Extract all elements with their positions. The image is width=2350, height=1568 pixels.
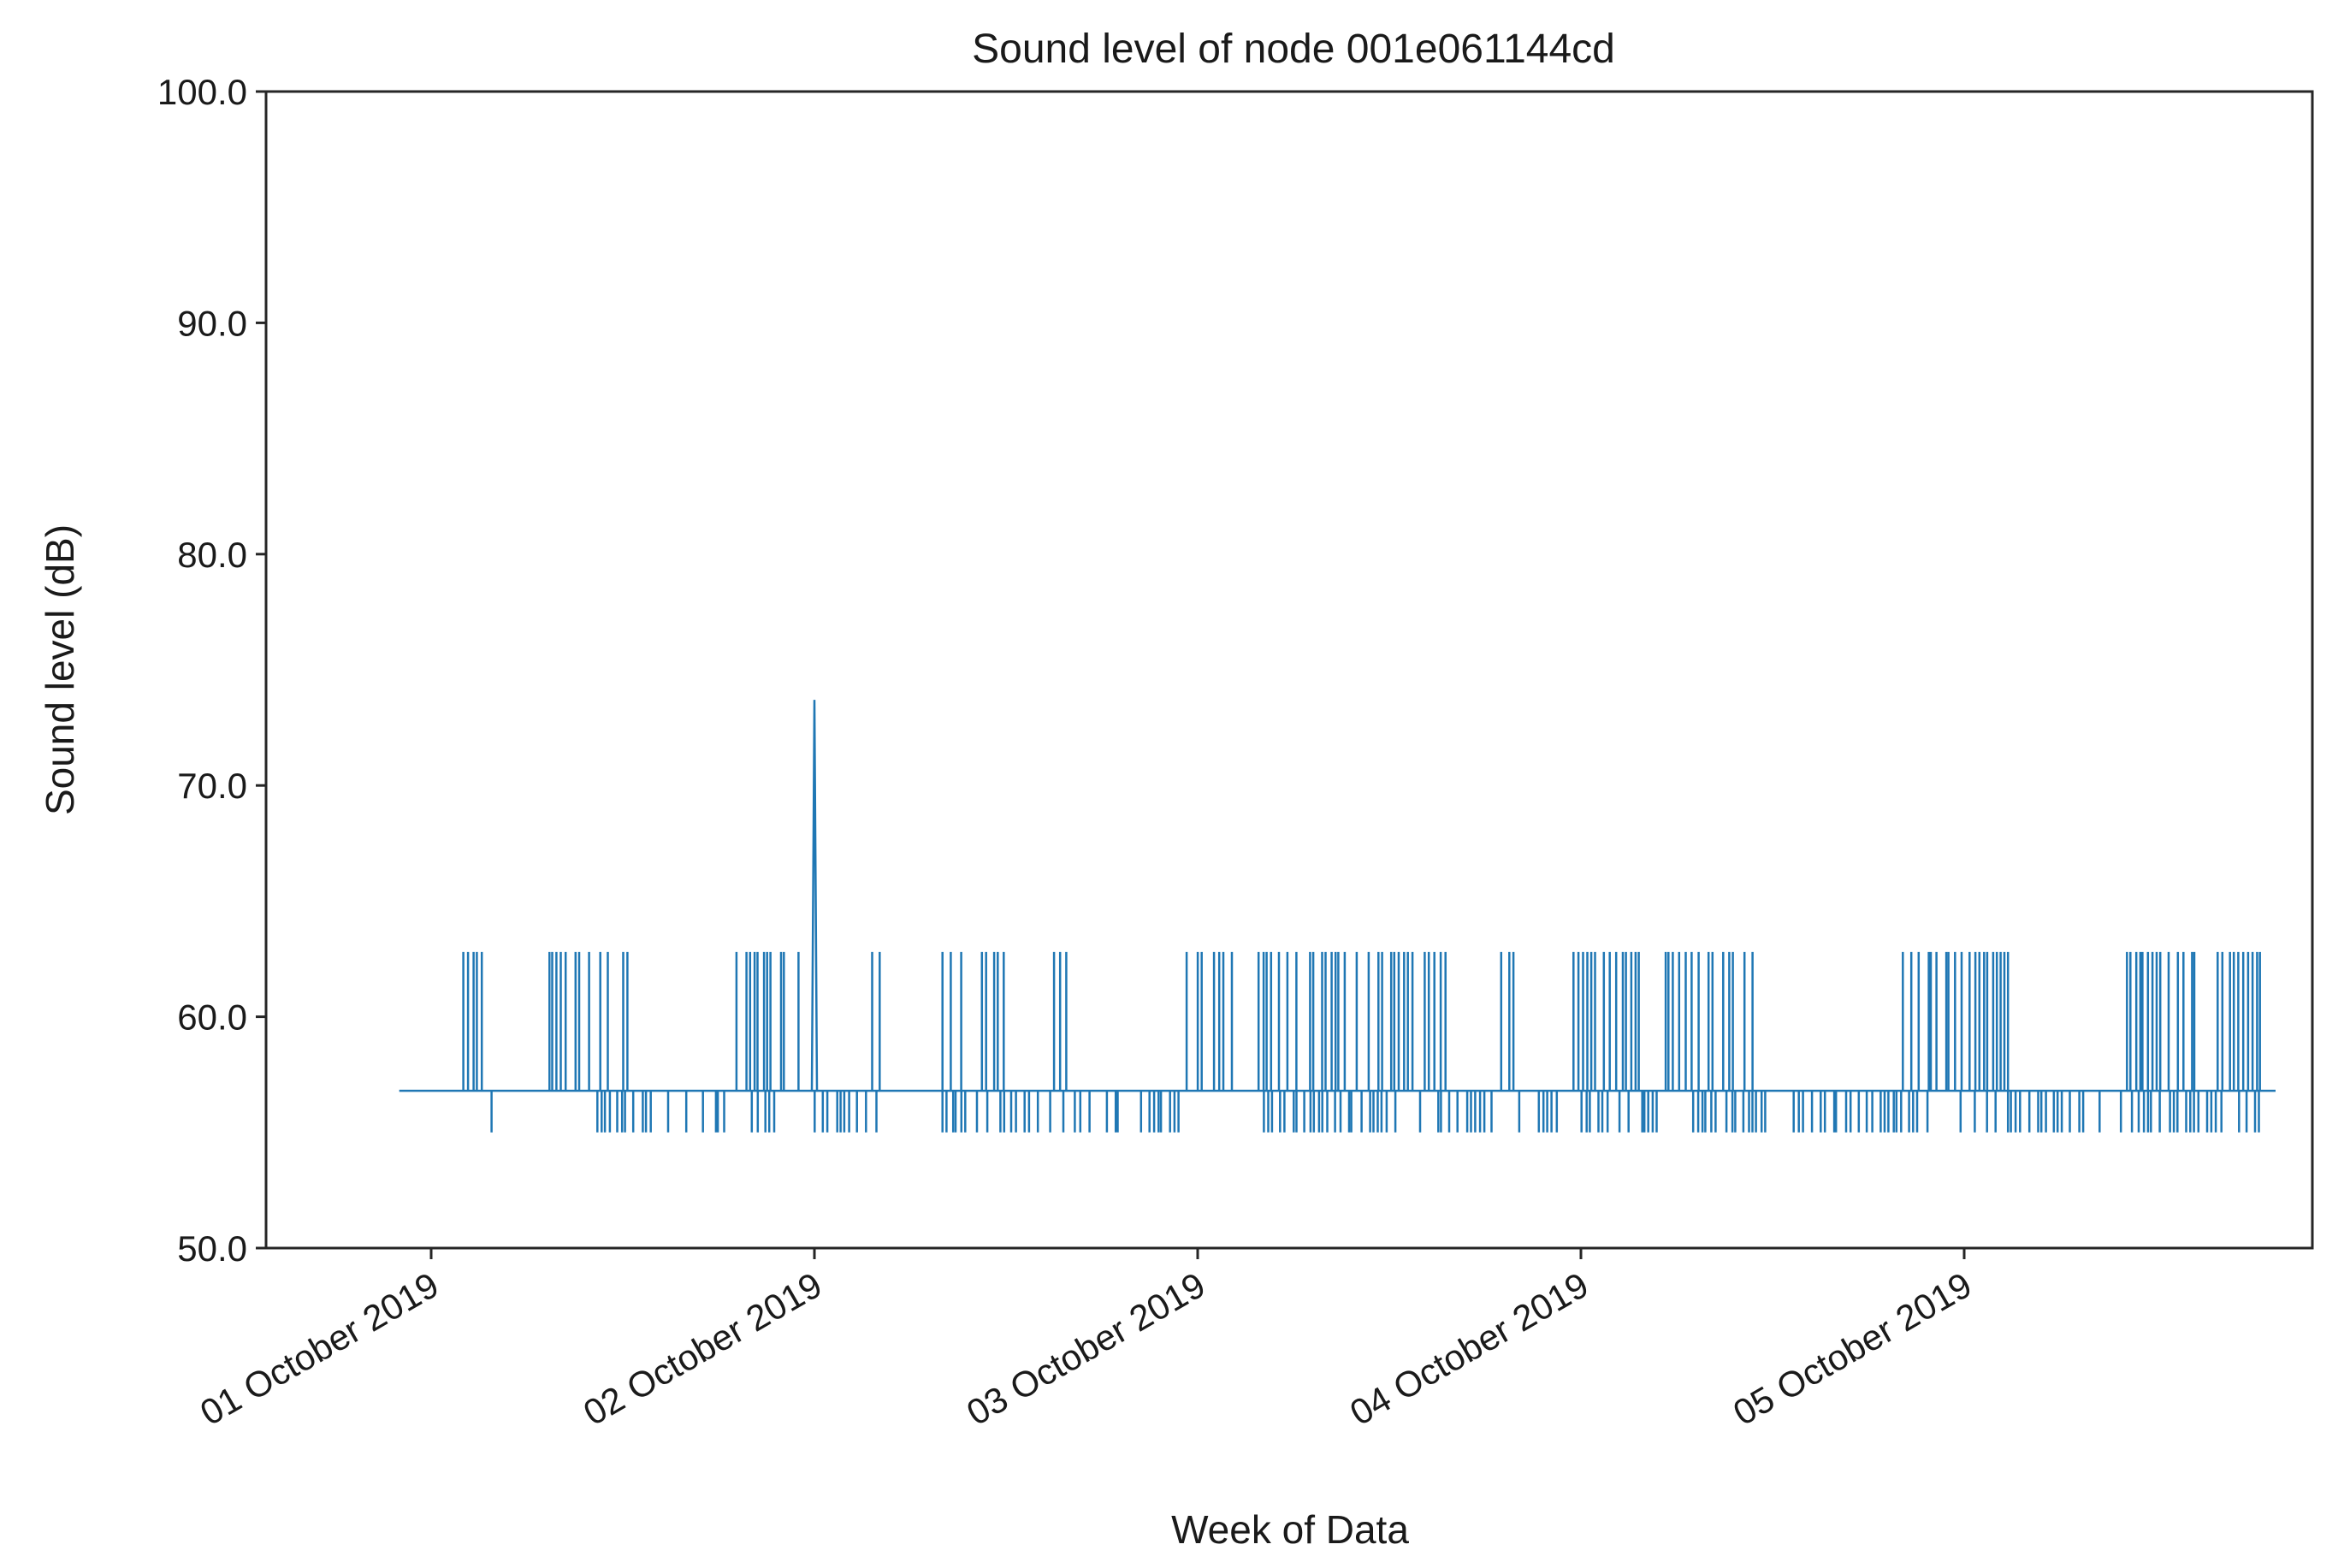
y-axis-label: Sound level (dB) — [38, 524, 82, 815]
y-tick-label: 100.0 — [157, 72, 247, 112]
series-spikes — [1902, 951, 1948, 1092]
series-spikes — [1500, 951, 1515, 1092]
series-segment — [735, 951, 772, 1092]
series-spikes — [871, 951, 881, 1092]
series-segment — [2119, 1091, 2260, 1133]
series-segment — [548, 951, 590, 1092]
series-spikes — [814, 1091, 829, 1133]
x-tick-label: 02 October 2019 — [577, 1264, 828, 1433]
series-spikes — [1947, 951, 2010, 1092]
series-spikes — [462, 951, 483, 1092]
y-tick-label: 80.0 — [177, 535, 247, 575]
series-segment — [1678, 951, 1754, 1092]
plot-frame — [264, 90, 2314, 1250]
x-tick-label: 04 October 2019 — [1343, 1264, 1595, 1433]
series-segment — [1792, 1091, 1962, 1133]
series-line-layer — [399, 700, 2276, 1133]
series-segment — [596, 1091, 725, 1133]
series-segment — [779, 951, 800, 1092]
series-spikes — [1691, 1091, 1767, 1133]
series-segment — [810, 700, 819, 1092]
series-segment — [1691, 1091, 1767, 1133]
y-tick-label: 60.0 — [177, 997, 247, 1038]
series-segment — [1212, 951, 1260, 1092]
series-segment — [1062, 1091, 1180, 1133]
series-spikes — [599, 951, 629, 1092]
series-spikes — [1263, 1091, 1559, 1133]
series-peak — [810, 700, 819, 1092]
series-spikes — [1212, 951, 1260, 1092]
series-spikes — [750, 1091, 776, 1133]
y-tick-label: 70.0 — [177, 766, 247, 806]
series-spikes — [1580, 1091, 1643, 1133]
series-segment — [941, 1091, 1051, 1133]
series-segment — [941, 951, 1005, 1092]
x-tick-label: 05 October 2019 — [1726, 1264, 1978, 1433]
series-spikes — [1262, 951, 1447, 1092]
series-spikes — [548, 951, 590, 1092]
series-segment — [750, 1091, 776, 1133]
series-spikes — [1678, 951, 1754, 1092]
series-segment — [1572, 951, 1674, 1092]
y-tick-label: 90.0 — [177, 303, 247, 343]
series-spikes — [836, 1091, 878, 1133]
series-segment — [2126, 951, 2261, 1092]
chart-title: Sound level of node 001e061144cd — [972, 27, 1615, 72]
series-segment — [871, 951, 881, 1092]
series-segment — [1947, 951, 2010, 1092]
series-segment — [1052, 951, 1068, 1092]
series-segment — [599, 951, 629, 1092]
series-spikes — [941, 1091, 1051, 1133]
series-spikes — [735, 951, 772, 1092]
series-segment — [1902, 951, 1948, 1092]
series-spikes — [779, 951, 800, 1092]
series-spikes — [1052, 951, 1068, 1092]
series-segment — [1262, 951, 1447, 1092]
series-segment — [1185, 951, 1203, 1092]
x-axis: 01 October 2019 02 October 2019 03 October… — [193, 1248, 1979, 1433]
series-spikes — [2119, 1091, 2260, 1133]
y-axis: 50.0 60.0 70.0 80.0 90.0 100.0 — [157, 72, 266, 1269]
series-segment — [1974, 1091, 2101, 1133]
x-axis-label: Week of Data — [1171, 1507, 1409, 1552]
series-spikes — [1792, 1091, 1962, 1133]
series-segment — [1500, 951, 1515, 1092]
series-segment — [462, 951, 483, 1092]
x-tick-label: 01 October 2019 — [193, 1264, 445, 1433]
x-tick-label: 03 October 2019 — [960, 1264, 1211, 1433]
series-segment — [814, 1091, 829, 1133]
series-segment — [836, 1091, 878, 1133]
y-tick-label: 50.0 — [177, 1228, 247, 1269]
series-segment — [1263, 1091, 1559, 1133]
series-spikes — [596, 1091, 725, 1133]
series-segment — [1643, 1091, 1658, 1133]
series-spikes — [1185, 951, 1203, 1092]
series-spikes — [2126, 951, 2261, 1092]
series-spikes — [941, 951, 1005, 1092]
series-spikes — [1974, 1091, 2101, 1133]
series-spikes — [1643, 1091, 1658, 1133]
series-spikes — [1572, 951, 1674, 1092]
series-spikes — [1062, 1091, 1180, 1133]
series-segment — [1580, 1091, 1643, 1133]
